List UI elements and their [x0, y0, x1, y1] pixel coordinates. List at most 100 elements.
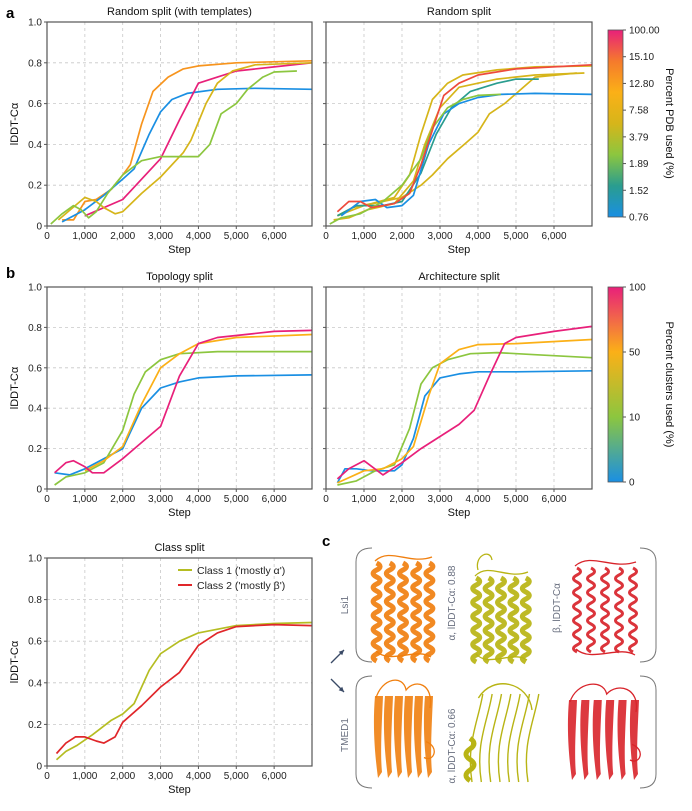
y-axis-label: lDDT-Cα — [9, 640, 21, 683]
x-tick-label: 0 — [44, 494, 50, 505]
series-line-0 — [54, 374, 313, 476]
chart-title: Random split — [427, 6, 491, 18]
y-tick-label: 0.6 — [28, 363, 42, 374]
colorbar-tick-label: 0.76 — [629, 213, 649, 224]
protein-label-tmed1: TMED1 — [340, 718, 351, 752]
alpha-model-score-lsi1: α, lDDT-Cα: 0.88 — [447, 565, 458, 640]
series-line-0 — [62, 59, 313, 221]
chart-title: Architecture split — [418, 271, 499, 283]
series-line-1 — [55, 623, 313, 755]
series-line-3 — [57, 61, 313, 221]
loop — [476, 553, 493, 571]
charts: 0 1,000 2,000 3,000 4,000 5,000 6,000 0 0.2 0.4 0.… — [9, 6, 593, 796]
bracket-left — [355, 675, 373, 789]
y-tick-label: 0.8 — [28, 595, 42, 606]
x-tick-label: 3,000 — [148, 771, 173, 782]
colorbar-tick-label: 100.00 — [629, 26, 660, 37]
x-tick-label: 4,000 — [465, 494, 490, 505]
y-tick-label: 0.2 — [28, 181, 42, 192]
x-tick-label: 4,000 — [465, 231, 490, 242]
chart-0: 0 1,000 2,000 3,000 4,000 5,000 6,000 0 0.2 0.4 0.… — [9, 6, 313, 256]
chart-title: Class split — [154, 542, 204, 554]
x-tick-label: 3,000 — [427, 494, 452, 505]
x-axis-label: Step — [168, 507, 191, 519]
chart-title: Random split (with templates) — [107, 6, 252, 18]
x-tick-label: 3,000 — [427, 231, 452, 242]
x-axis-label: Step — [168, 784, 191, 796]
structure-tmed1-beta-model — [567, 683, 641, 780]
x-axis-label: Step — [448, 507, 471, 519]
protein-label-lsi1: Lsi1 — [340, 595, 351, 614]
x-tick-label: 6,000 — [541, 231, 566, 242]
y-tick-label: 0 — [36, 222, 42, 233]
beta-model-score-lsi1: β, lDDT-Cα — [552, 583, 563, 633]
series-line-6 — [336, 63, 593, 213]
x-tick-label: 6,000 — [262, 494, 287, 505]
bracket-right — [639, 547, 657, 663]
chart-3: 0 1,000 2,000 3,000 4,000 5,000 6,000 Architect… — [323, 271, 593, 519]
chart-4: 0 1,000 2,000 3,000 4,000 5,000 6,000 0 0.2 0.4 0.… — [9, 542, 313, 796]
x-tick-label: 0 — [44, 231, 50, 242]
structure-tmed1-reference — [373, 679, 435, 778]
structure-lsi1-reference — [370, 554, 436, 664]
series-line-2 — [337, 72, 577, 217]
colorbar-gradient — [607, 286, 624, 483]
plot-frame — [325, 286, 593, 490]
x-tick-label: 1,000 — [72, 231, 97, 242]
series-line-5 — [329, 93, 501, 225]
x-tick-label: 6,000 — [262, 771, 287, 782]
x-tick-label: 4,000 — [186, 494, 211, 505]
x-tick-label: 5,000 — [503, 494, 528, 505]
colorbar-tick-label: 1.52 — [629, 186, 649, 197]
series-line-1 — [61, 87, 313, 223]
colorbar-label: Percent PDB used (%) — [663, 68, 675, 179]
y-tick-label: 1.0 — [28, 283, 42, 294]
x-tick-label: 1,000 — [351, 494, 376, 505]
y-tick-label: 0.2 — [28, 444, 42, 455]
colorbar-tick-label: 7.58 — [629, 106, 649, 117]
x-tick-label: 4,000 — [186, 231, 211, 242]
bracket-right — [639, 675, 657, 789]
y-tick-label: 0.4 — [28, 678, 42, 689]
x-tick-label: 5,000 — [503, 231, 528, 242]
y-tick-label: 0.8 — [28, 58, 42, 69]
plot-frame — [325, 21, 593, 227]
chart-2: 0 1,000 2,000 3,000 4,000 5,000 6,000 0 0.2 0.4 0.… — [9, 271, 313, 519]
panel-label-c: c — [322, 533, 330, 550]
y-tick-label: 0 — [36, 762, 42, 773]
arrow-icon — [330, 649, 345, 664]
alpha-model-score-tmed1: α, lDDT-Cα: 0.66 — [447, 708, 458, 783]
x-tick-label: 5,000 — [224, 494, 249, 505]
colorbar-tick-label: 50 — [629, 348, 641, 359]
x-tick-label: 6,000 — [541, 494, 566, 505]
structure-lsi1-beta-model — [572, 559, 638, 656]
colorbar-tick-label: 1.89 — [629, 159, 649, 170]
panel-label-b: b — [6, 265, 15, 282]
structure-tmed1-alpha-model — [463, 683, 540, 783]
plot-frame — [46, 557, 313, 767]
legend-item: Class 1 ('mostly α') — [178, 565, 285, 577]
colorbar-tick-label: 15.10 — [629, 52, 654, 63]
y-tick-label: 0.4 — [28, 404, 42, 415]
y-tick-label: 0.6 — [28, 99, 42, 110]
panel-c-structures: Lsi1 TMED1 α, lDDT-Cα: 0.88 β, lDDT-Cα α, lD… — [330, 547, 657, 789]
arrow-icon — [330, 678, 345, 693]
colorbars: 0.76 1.52 1.89 3.79 7.58 12.80 15.10 100.00 Perc… — [607, 26, 675, 489]
x-tick-label: 6,000 — [262, 231, 287, 242]
y-axis-label: lDDT-Cα — [9, 366, 21, 409]
x-tick-label: 0 — [323, 494, 329, 505]
x-tick-label: 2,000 — [110, 494, 135, 505]
chart-title: Topology split — [146, 271, 213, 283]
x-tick-label: 3,000 — [148, 231, 173, 242]
x-tick-label: 1,000 — [72, 771, 97, 782]
x-axis-label: Step — [448, 244, 471, 256]
y-tick-label: 0.4 — [28, 140, 42, 151]
x-tick-label: 2,000 — [389, 494, 414, 505]
y-tick-label: 0.2 — [28, 720, 42, 731]
series-line-0 — [55, 621, 313, 761]
y-tick-label: 0.8 — [28, 323, 42, 334]
colorbar-label: Percent clusters used (%) — [663, 322, 675, 448]
x-tick-label: 1,000 — [351, 231, 376, 242]
series-line-2 — [84, 61, 313, 217]
